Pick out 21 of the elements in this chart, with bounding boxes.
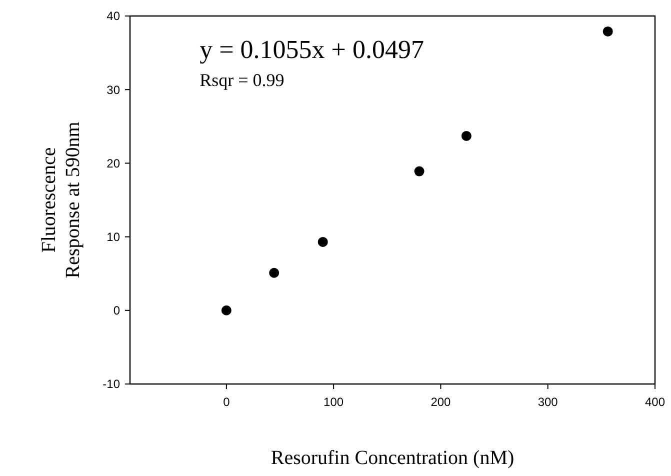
x-tick-label: 200 — [430, 395, 452, 409]
annotation: Rsqr = 0.99 — [200, 70, 284, 90]
x-axis-title: Resorufin Concentration (nM) — [270, 447, 514, 469]
x-tick-label: 400 — [644, 395, 666, 409]
x-tick-label: 100 — [324, 395, 344, 409]
point — [269, 268, 280, 278]
y-tick-label: 0 — [113, 304, 120, 318]
y-tick-label: 40 — [106, 9, 120, 24]
y-tick-label: 30 — [106, 82, 120, 97]
y-tick-label: -10 — [102, 377, 120, 392]
point — [221, 305, 232, 316]
annotation: y = 0.1055x + 0.0497 — [200, 35, 424, 64]
point — [318, 236, 328, 247]
y-tick-label: 20 — [106, 156, 120, 170]
x-tick-label: 300 — [538, 395, 558, 409]
point — [414, 166, 424, 176]
x-tick-label: 0 — [223, 395, 230, 409]
point — [461, 130, 472, 141]
y-tick-label: 10 — [106, 230, 120, 244]
point — [602, 26, 613, 36]
y-axis-title: Fluorescence Response at 590nm — [38, 121, 84, 278]
